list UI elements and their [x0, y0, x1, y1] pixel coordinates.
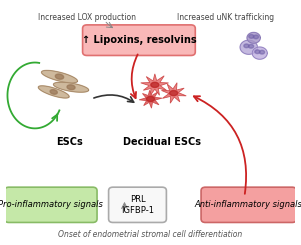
Polygon shape — [139, 90, 162, 108]
Polygon shape — [248, 44, 254, 48]
Text: Onset of endometrial stromal cell differentiation: Onset of endometrial stromal cell differ… — [58, 230, 243, 239]
Polygon shape — [147, 96, 154, 102]
Polygon shape — [240, 40, 257, 54]
FancyBboxPatch shape — [82, 25, 195, 55]
Text: Pro-inflammatory signals: Pro-inflammatory signals — [0, 200, 103, 209]
Text: Increased LOX production: Increased LOX production — [38, 13, 136, 22]
Polygon shape — [247, 32, 260, 43]
Polygon shape — [255, 50, 260, 54]
Text: Decidual ESCs: Decidual ESCs — [123, 137, 201, 147]
Polygon shape — [50, 90, 57, 94]
Polygon shape — [55, 74, 64, 79]
Polygon shape — [42, 71, 77, 83]
Polygon shape — [169, 90, 178, 96]
Polygon shape — [67, 85, 75, 90]
Polygon shape — [54, 82, 88, 92]
Polygon shape — [244, 44, 249, 48]
Text: Anti-inflammatory signals: Anti-inflammatory signals — [195, 200, 301, 209]
Polygon shape — [38, 86, 69, 98]
Polygon shape — [259, 50, 265, 54]
FancyBboxPatch shape — [201, 187, 296, 222]
Polygon shape — [161, 83, 186, 103]
Polygon shape — [249, 35, 254, 38]
Text: PRL
IGFBP-1: PRL IGFBP-1 — [121, 195, 154, 215]
Polygon shape — [252, 47, 267, 59]
FancyBboxPatch shape — [109, 187, 166, 222]
Polygon shape — [151, 82, 159, 87]
Polygon shape — [141, 74, 169, 96]
Polygon shape — [253, 35, 259, 39]
FancyBboxPatch shape — [5, 187, 97, 222]
Text: Increased uNK trafficking: Increased uNK trafficking — [177, 13, 274, 22]
Text: ESCs: ESCs — [56, 137, 83, 147]
Text: ↑ Lipoxins, resolvins: ↑ Lipoxins, resolvins — [82, 35, 196, 45]
